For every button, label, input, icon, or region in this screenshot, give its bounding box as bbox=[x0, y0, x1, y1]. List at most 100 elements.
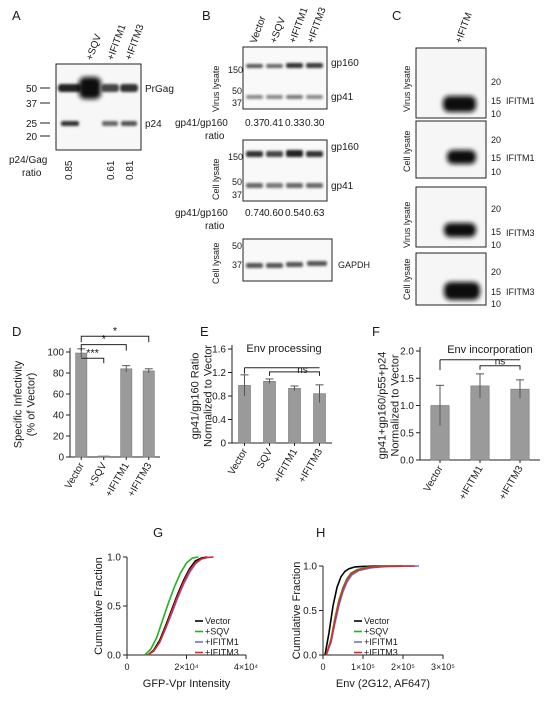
y-axis-label: Cumulative Fraction bbox=[93, 557, 105, 655]
western-blot-C3 bbox=[415, 186, 487, 248]
significance-bracket bbox=[80, 335, 150, 343]
panel-label-G: G bbox=[153, 525, 163, 540]
y-tick-label: 0.5 bbox=[400, 428, 414, 439]
band-label: IFITM3 bbox=[506, 287, 535, 297]
marker: 15 bbox=[491, 153, 501, 163]
ratio-label-line2: ratio bbox=[205, 221, 225, 232]
ratio-value: 0.30 bbox=[305, 118, 325, 129]
western-blot-B2 bbox=[242, 139, 328, 202]
panel-label-D: D bbox=[12, 324, 21, 339]
ns-label: ns bbox=[297, 365, 308, 376]
x-axis-label: GFP-Vpr Intensity bbox=[143, 678, 231, 690]
marker: 20 bbox=[491, 135, 501, 145]
marker: 20 bbox=[491, 204, 501, 214]
marker: 37 bbox=[232, 98, 242, 108]
x-tick-label: +IFITM3 bbox=[297, 447, 325, 485]
panel-C1-markers: 20 15 10 bbox=[491, 77, 501, 119]
blot-side-label: Virus lysate bbox=[402, 66, 412, 112]
marker: 15 bbox=[491, 227, 501, 237]
marker: 50 bbox=[232, 86, 242, 96]
y-tick-label: 60 bbox=[53, 390, 65, 401]
blot-side-label: Virus lysate bbox=[402, 202, 412, 248]
x-tick-label: 3×10⁵ bbox=[431, 662, 455, 672]
blot-side-label: Cell lysate bbox=[211, 158, 221, 200]
legend-entry: +IFITM1 bbox=[205, 637, 239, 647]
western-blot-C4 bbox=[415, 252, 487, 306]
x-tick-label: 2×10⁵ bbox=[391, 662, 415, 672]
x-tick-label: 0 bbox=[124, 662, 129, 672]
western-blot-C2 bbox=[415, 120, 487, 179]
ratio-label-line1: p24/Gag bbox=[9, 155, 47, 166]
x-tick-label: Vector bbox=[226, 446, 250, 477]
western-blot-B1 bbox=[242, 46, 328, 110]
significance-star: * bbox=[102, 334, 107, 346]
panel-B1-markers: 150 50 37 bbox=[228, 65, 243, 108]
significance-star: * bbox=[113, 325, 118, 337]
y-tick-label: 0 bbox=[220, 439, 226, 450]
panel-A-lane-labels: +SQV +IFITM1 +IFITM3 bbox=[84, 23, 146, 62]
blot-side-label: Cell lysate bbox=[211, 242, 221, 284]
lane-label: Vector bbox=[248, 14, 268, 45]
chart-title: Env processing bbox=[246, 343, 321, 355]
marker: 10 bbox=[491, 299, 501, 309]
blot-side-label: Virus lysate bbox=[211, 66, 221, 112]
band-label: IFITM1 bbox=[506, 96, 535, 106]
bar bbox=[510, 388, 530, 461]
ratio-value: 0.63 bbox=[305, 208, 325, 219]
lane-label: +SQV bbox=[268, 16, 288, 45]
y-axis-label: Cumulative Fraction bbox=[291, 562, 303, 660]
panel-B-ratios-2: 0.74 0.60 0.54 0.63 bbox=[245, 208, 325, 219]
legend-entry: +SQV bbox=[364, 627, 388, 637]
panel-label-B: B bbox=[202, 8, 211, 23]
series-line bbox=[144, 556, 199, 656]
marker: 50 bbox=[26, 84, 38, 95]
y-tick-label: 0.5 bbox=[107, 602, 121, 613]
x-tick-label: +IFITM1 bbox=[457, 464, 485, 502]
panel-label-E: E bbox=[200, 324, 209, 339]
bar bbox=[263, 381, 276, 444]
blot-side-label: Cell lysate bbox=[402, 258, 412, 300]
y-tick-label: 0.0 bbox=[303, 651, 317, 662]
ratio-value: 0.74 bbox=[245, 208, 265, 219]
ratio-label-line1: gp41/gp160 bbox=[175, 208, 228, 219]
ns-label: ns bbox=[495, 357, 506, 368]
y-tick-label: 1.0 bbox=[400, 401, 414, 412]
marker: 50 bbox=[232, 241, 242, 251]
marker: 37 bbox=[26, 99, 38, 110]
lane-label: +IFITM bbox=[453, 11, 474, 45]
y-tick-label: 1.0 bbox=[303, 562, 317, 573]
y-tick-label: 0.0 bbox=[107, 651, 121, 662]
ns-bracket bbox=[479, 365, 521, 370]
marker: 50 bbox=[232, 177, 242, 187]
significance-star: *** bbox=[86, 347, 100, 359]
legend-entry: +SQV bbox=[205, 627, 229, 637]
y-axis-label: gp41/gp160 RatioNormalized to Vector bbox=[190, 345, 215, 447]
legend-entry: +IFITM3 bbox=[364, 648, 398, 658]
x-tick-label: 4×10⁴ bbox=[234, 662, 258, 672]
marker: 25 bbox=[26, 119, 38, 130]
band-label: IFITM3 bbox=[506, 228, 535, 238]
bar bbox=[120, 368, 133, 458]
y-tick-label: 0.8 bbox=[212, 392, 226, 403]
marker: 10 bbox=[491, 167, 501, 177]
ratio-value: 0.54 bbox=[285, 208, 305, 219]
band-label: gp160 bbox=[331, 142, 359, 153]
series-line bbox=[147, 556, 214, 656]
blot-side-label: Cell lysate bbox=[402, 130, 412, 172]
y-tick-label: 0.4 bbox=[212, 415, 226, 426]
y-tick-label: 1.2 bbox=[212, 368, 226, 379]
marker: 20 bbox=[491, 267, 501, 277]
x-tick-label: 0 bbox=[320, 662, 325, 672]
panel-B2-markers: 150 50 37 bbox=[228, 152, 243, 200]
x-tick-label: SQV bbox=[255, 447, 275, 471]
band-label: gp41 bbox=[331, 181, 354, 192]
marker: 37 bbox=[232, 260, 242, 270]
panel-B-lane-labels: Vector +SQV +IFITM1 +IFITM3 bbox=[248, 6, 328, 45]
panel-B-ratios-1: 0.37 0.41 0.33 0.30 bbox=[245, 118, 325, 129]
panel-C2-markers: 20 15 10 bbox=[491, 135, 501, 177]
y-tick-label: 0 bbox=[58, 453, 64, 464]
series-line bbox=[324, 565, 403, 656]
marker: 150 bbox=[228, 65, 243, 75]
